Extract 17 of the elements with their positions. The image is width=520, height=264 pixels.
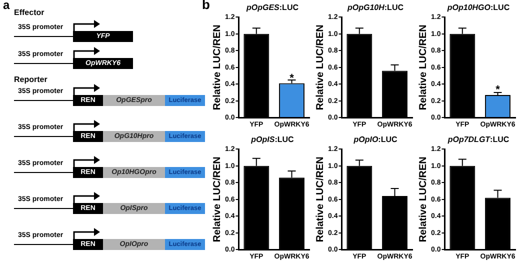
- y-axis-title: Relative LUC/REN: [418, 156, 429, 242]
- text: Reporter: [14, 75, 48, 84]
- y-axis-title: Relative LUC/REN: [314, 24, 326, 110]
- text: Effector: [14, 8, 44, 17]
- y-axis-title: Relative LUC/REN: [212, 24, 223, 110]
- y-axis-title: Relative LUC/REN: [212, 156, 223, 242]
- chart-title: pOpIO:LUC: [354, 135, 398, 144]
- chart-title: pOp7DLGT:LUC: [448, 135, 510, 144]
- annotation: *: [290, 72, 295, 84]
- chart-title: pOpIS:LUC: [251, 135, 294, 144]
- chart-title: pOp10HGO:LUC: [447, 3, 510, 12]
- annotation: *: [496, 84, 501, 96]
- chart-title: pOpG10H:LUC: [347, 3, 404, 12]
- y-axis-title: Relative LUC/REN: [314, 156, 326, 242]
- y-axis-title: Relative LUC/REN: [418, 24, 429, 110]
- text: a: [3, 0, 10, 12]
- chart-title: pOpGES:LUC: [246, 3, 298, 12]
